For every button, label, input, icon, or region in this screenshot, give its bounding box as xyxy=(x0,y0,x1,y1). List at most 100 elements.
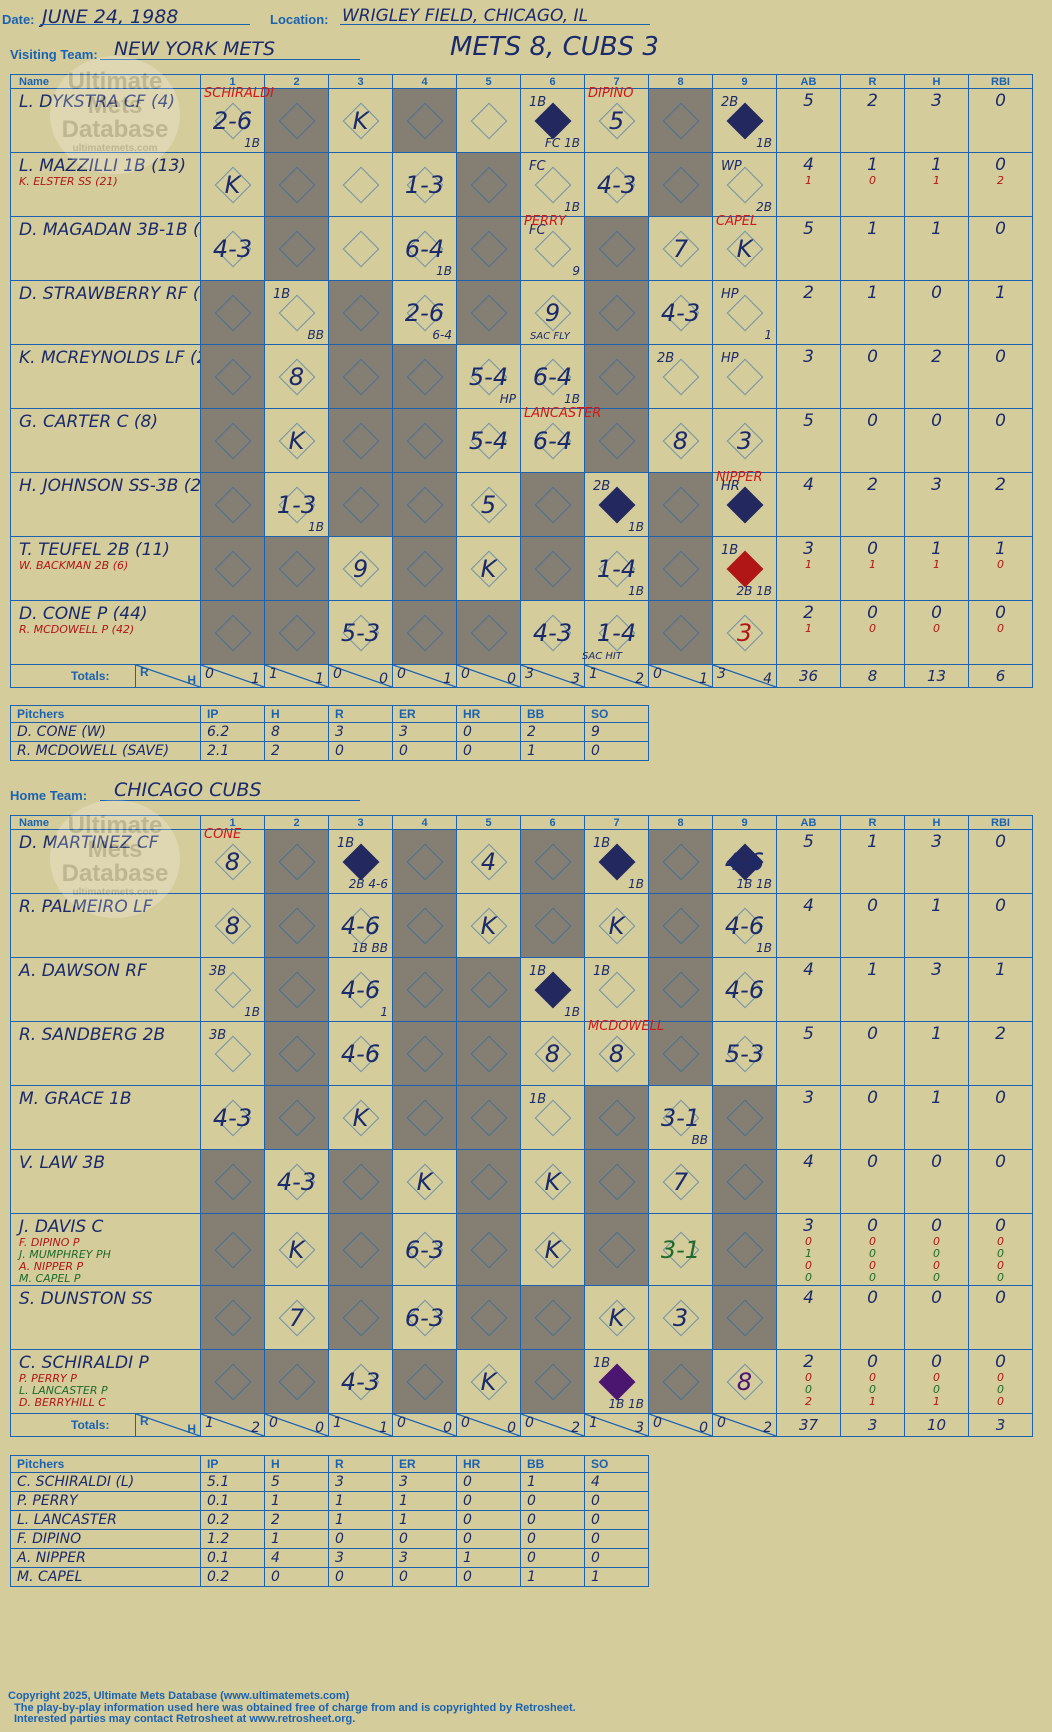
inning-1-cell: 3B xyxy=(200,1021,265,1086)
inning-6-cell: 1B FC 1B xyxy=(520,88,585,153)
visitors-header-row: Name 1 2 3 4 5 6 7 8 9 AB R H RBI xyxy=(10,74,1033,89)
play-result: K xyxy=(608,1303,625,1332)
inning-7-cell xyxy=(584,280,649,345)
stat-value: 3 xyxy=(931,960,942,980)
inning-5-cell xyxy=(456,1213,521,1286)
batter-ab: 5 xyxy=(776,408,841,473)
inning-hits: 1 xyxy=(443,671,452,687)
inning-7-cell xyxy=(584,1213,649,1286)
pitcher-stat-so: 0 xyxy=(584,1510,649,1530)
play-result: 8 xyxy=(224,911,241,940)
play-result: 1B xyxy=(721,542,739,558)
stat-value: 1 xyxy=(805,558,812,571)
substitute-name: R. MCDOWELL P (42) xyxy=(19,623,135,636)
inning-2-cell xyxy=(264,536,329,601)
pitcher-stat-bb: 1 xyxy=(520,1472,585,1492)
pitcher-stat-hr: 0 xyxy=(456,1567,521,1587)
stat-value: 2 xyxy=(931,347,942,367)
play-result: WP xyxy=(721,158,742,174)
basepath-diamond xyxy=(278,907,315,944)
stat-value: 2 xyxy=(995,475,1006,495)
stat-value: 0 xyxy=(931,411,942,431)
basepath-diamond xyxy=(342,486,379,523)
stat-value: 0 xyxy=(995,1288,1006,1308)
pitcher-stat-bb: 1 xyxy=(520,1567,585,1587)
play-result: 1B xyxy=(593,963,611,979)
inning-5-cell: 5 xyxy=(456,472,521,537)
batter-h: 1 xyxy=(904,893,969,958)
batter-r: 0 xyxy=(840,1285,905,1350)
inning-header-9: 9 xyxy=(712,74,777,89)
inning-5-cell: K xyxy=(456,1349,521,1414)
batter-r: 1 xyxy=(840,280,905,345)
copyright-line: Copyright 2025, Ultimate Mets Database (… xyxy=(8,1690,350,1702)
inning-5-cell: K xyxy=(456,893,521,958)
visitors-batter-row: D. STRAWBERRY RF (18) 1B BB 2-66-4 9 4-3 HP 1 2 1… xyxy=(10,280,1033,345)
visitors-pitchers-table: Pitchers IP H R ER HR BB SO D. CONE (W) 6.2 8 3 3 0 2 9… xyxy=(10,705,649,761)
pitcher-stat-h: 5 xyxy=(264,1472,329,1492)
basepath-diamond xyxy=(406,843,443,880)
inning-5-cell xyxy=(456,280,521,345)
basepath-diamond xyxy=(726,1163,763,1200)
pitcher-stat-bb: 0 xyxy=(520,1548,585,1568)
home-batter-row: R. SANDBERG 2B 3B 4-6 8 8 5-3 5 0 1 2 xyxy=(10,1021,1033,1086)
basepath-diamond xyxy=(662,166,699,203)
inning-4-cell: 1-3 xyxy=(392,152,457,217)
inning-2-cell xyxy=(264,957,329,1022)
stat-value: 1 xyxy=(867,960,878,980)
pitcher-stat-hr: 1 xyxy=(456,1548,521,1568)
pitcher-stat-ip: 2.1 xyxy=(200,741,265,761)
basepath-diamond xyxy=(598,422,635,459)
batter-name-cell: C. SCHIRALDI P P. PERRY P L. LANCASTER P D.… xyxy=(10,1349,201,1414)
stat-value: 5 xyxy=(803,91,814,111)
basepath-diamond xyxy=(470,1231,507,1268)
play-detail: 1B xyxy=(564,200,580,214)
stat-value: 4 xyxy=(803,1152,814,1172)
home-pitcher-row: A. NIPPER 0.1 4 3 3 1 0 0 xyxy=(10,1548,649,1568)
play-result: 3 xyxy=(672,1303,689,1332)
inning-3-cell xyxy=(328,216,393,281)
inning-7-cell: 1B 1B 1B xyxy=(584,1349,649,1414)
play-detail: 1B xyxy=(628,584,644,598)
visiting-team-label: Visiting Team: xyxy=(10,47,98,62)
stat-value: 0 xyxy=(997,1271,1004,1284)
basepath-diamond xyxy=(342,230,379,267)
stat-value: 0 xyxy=(867,603,878,623)
inning-2-cell: 4-3 xyxy=(264,1149,329,1214)
inning-4-cell xyxy=(392,1021,457,1086)
stat-value: 1 xyxy=(995,539,1006,559)
inning-2-cell xyxy=(264,1021,329,1086)
sac-fly-note: SAC FLY xyxy=(530,331,570,342)
home-scorecard: Name 1 2 3 4 5 6 7 8 9 AB R H RBI D. MARTINEZ CF 8 1B 2B … xyxy=(10,815,1033,1437)
batter-r: 2 xyxy=(840,472,905,537)
play-result: 5 xyxy=(480,490,497,519)
basepath-diamond xyxy=(406,422,443,459)
inning-5-cell xyxy=(456,1285,521,1350)
batter-name: S. DUNSTON SS xyxy=(19,1289,153,1309)
column-header-r: R xyxy=(840,74,905,89)
play-result: 4-3 xyxy=(532,618,573,647)
total-r: 3 xyxy=(840,1413,905,1437)
play-result: 2B xyxy=(721,94,739,110)
visitors-batter-row: H. JOHNSON SS-3B (20) 1-3 1B 5 2B 1B HR 4 2 3 2 xyxy=(10,472,1033,537)
inning-6-cell xyxy=(520,472,585,537)
stat-value: 0 xyxy=(995,832,1006,852)
play-result: 2-6 xyxy=(404,298,445,327)
column-header-ab: AB xyxy=(776,74,841,89)
total-divider xyxy=(201,665,264,687)
pitcher-col-r: R xyxy=(328,1455,393,1473)
pitcher-col-hr: HR xyxy=(456,1455,521,1473)
inning-6-cell xyxy=(520,829,585,894)
basepath-diamond xyxy=(534,1299,571,1336)
date-label: Date: xyxy=(2,12,35,27)
location-underline xyxy=(340,24,650,25)
inning-6-cell: 4-3 xyxy=(520,600,585,665)
stat-value: 1 xyxy=(805,1247,812,1260)
pitcher-stat-so: 1 xyxy=(584,1567,649,1587)
basepath-diamond xyxy=(470,1299,507,1336)
basepath-diamond xyxy=(278,230,315,267)
column-header-h: H xyxy=(904,74,969,89)
